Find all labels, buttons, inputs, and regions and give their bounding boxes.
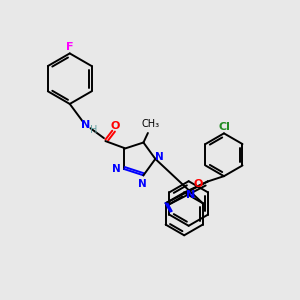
Text: O: O <box>110 121 120 131</box>
Text: N: N <box>155 152 164 162</box>
Text: CH₃: CH₃ <box>141 118 159 129</box>
Text: Cl: Cl <box>218 122 230 132</box>
Text: N: N <box>187 190 196 200</box>
Text: H: H <box>90 125 98 135</box>
Text: F: F <box>66 42 74 52</box>
Text: O: O <box>194 179 203 189</box>
Text: N: N <box>138 179 146 189</box>
Text: N: N <box>82 120 91 130</box>
Text: N: N <box>112 164 120 174</box>
